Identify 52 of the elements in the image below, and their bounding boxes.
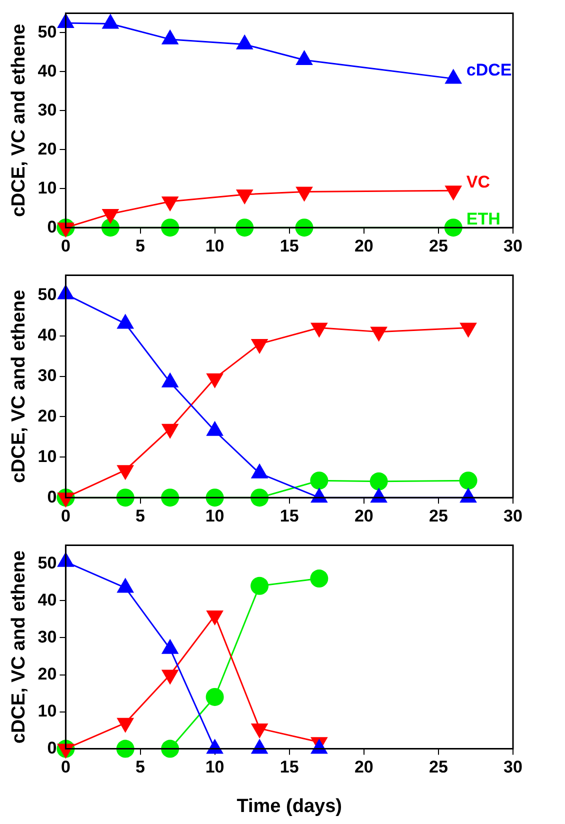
y-tick-label: 40 xyxy=(38,61,57,80)
series-label: VC xyxy=(466,172,490,192)
x-tick-label: 15 xyxy=(280,506,299,526)
y-axis-title: cDCE, VC and ethene xyxy=(8,290,30,484)
point xyxy=(236,34,254,50)
x-tick-label: 30 xyxy=(504,506,522,526)
y-tick-label: 50 xyxy=(38,553,57,572)
y-tick-label: 10 xyxy=(38,446,57,466)
y-tick-label: 40 xyxy=(38,326,57,345)
x-tick-label: 5 xyxy=(136,506,145,526)
x-tick-label: 30 xyxy=(504,236,522,256)
x-tick-label: 5 xyxy=(136,236,145,256)
y-tick-label: 20 xyxy=(38,664,57,684)
x-tick-label: 0 xyxy=(60,758,70,777)
x-tick-label: 20 xyxy=(354,506,374,526)
y-tick-label: 50 xyxy=(38,22,57,42)
y-axis-title: cDCE, VC and ethene xyxy=(8,24,30,218)
y-tick-label: 20 xyxy=(38,406,57,426)
point xyxy=(444,68,462,84)
x-tick-label: 15 xyxy=(280,758,299,777)
y-tick-label: 50 xyxy=(38,285,57,304)
y-tick-label: 40 xyxy=(38,590,57,610)
x-tick-label: 5 xyxy=(136,758,145,777)
x-tick-label: 30 xyxy=(504,758,522,777)
point xyxy=(161,29,179,44)
x-tick-label: 25 xyxy=(428,236,448,256)
series-label: cDCE xyxy=(466,60,512,80)
y-tick-label: 0 xyxy=(47,217,57,236)
y-tick-label: 10 xyxy=(38,178,57,198)
x-tick-label: 10 xyxy=(205,506,224,526)
x-tick-label: 0 xyxy=(60,506,70,526)
y-tick-label: 30 xyxy=(38,100,57,120)
x-tick-label: 25 xyxy=(428,758,448,777)
y-axis-title: cDCE, VC and ethene xyxy=(8,550,30,744)
series-label: ETH xyxy=(466,209,500,228)
y-tick-label: 30 xyxy=(38,366,57,385)
x-tick-label: 15 xyxy=(280,236,299,256)
x-tick-label: 10 xyxy=(205,758,224,777)
x-tick-label: 20 xyxy=(354,236,374,256)
y-tick-label: 10 xyxy=(38,701,57,720)
x-tick-label: 25 xyxy=(428,506,448,526)
x-tick-label: 10 xyxy=(205,236,224,256)
x-axis-title: Time (days) xyxy=(236,796,342,817)
y-tick-label: 20 xyxy=(38,139,57,158)
y-tick-label: 30 xyxy=(38,627,57,646)
point xyxy=(102,14,120,29)
x-tick-label: 20 xyxy=(354,758,374,777)
y-tick-label: 0 xyxy=(47,738,57,758)
point xyxy=(296,50,313,65)
y-tick-label: 0 xyxy=(47,487,57,506)
point xyxy=(161,218,180,237)
x-tick-label: 0 xyxy=(60,236,70,256)
